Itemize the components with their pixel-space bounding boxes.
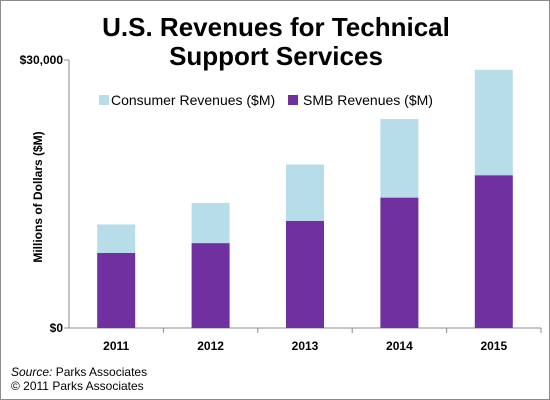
legend-swatch-smb [288,95,298,105]
legend-label-consumer: Consumer Revenues ($M) [111,92,275,108]
x-tick-label: 2012 [197,339,224,353]
source-name: Parks Associates [55,365,148,379]
plot-area: $0 $30,000 2011 2012 2013 2014 2015 [20,53,542,353]
footer: Source: Parks Associates © 2011 Parks As… [11,365,147,393]
copyright-line: © 2011 Parks Associates [11,379,144,393]
chart-title-line-2: Support Services [169,41,383,71]
bar-smb [380,197,419,328]
bar-consumer [380,119,419,198]
source-line: Source: Parks Associates [11,365,147,379]
bar-smb [97,253,136,328]
source-label: Source: [11,365,53,379]
x-tick-label: 2011 [103,339,129,353]
bar-consumer [191,202,230,244]
bar-consumer [286,164,324,221]
y-tick-label: $30,000 [20,53,64,67]
legend-item-consumer: Consumer Revenues ($M) [99,92,275,108]
x-tick-label: 2014 [386,339,413,353]
x-tick-label: 2015 [480,339,507,353]
legend-label-smb: SMB Revenues ($M) [303,92,433,108]
bar-smb [286,220,324,328]
legend-swatch-consumer [99,95,109,105]
chart-title-line-1: U.S. Revenues for Technical [102,12,450,42]
bar-smb [474,175,513,328]
bar-consumer [474,69,513,176]
bar-consumer [97,224,136,253]
bar-smb [191,243,230,328]
legend: Consumer Revenues ($M) SMB Revenues ($M) [99,92,433,108]
y-tick-label: $0 [50,321,64,335]
x-tick-label: 2013 [292,339,319,353]
legend-item-smb: SMB Revenues ($M) [288,92,433,108]
y-axis-title: Millions of Dollars ($M) [31,131,45,262]
